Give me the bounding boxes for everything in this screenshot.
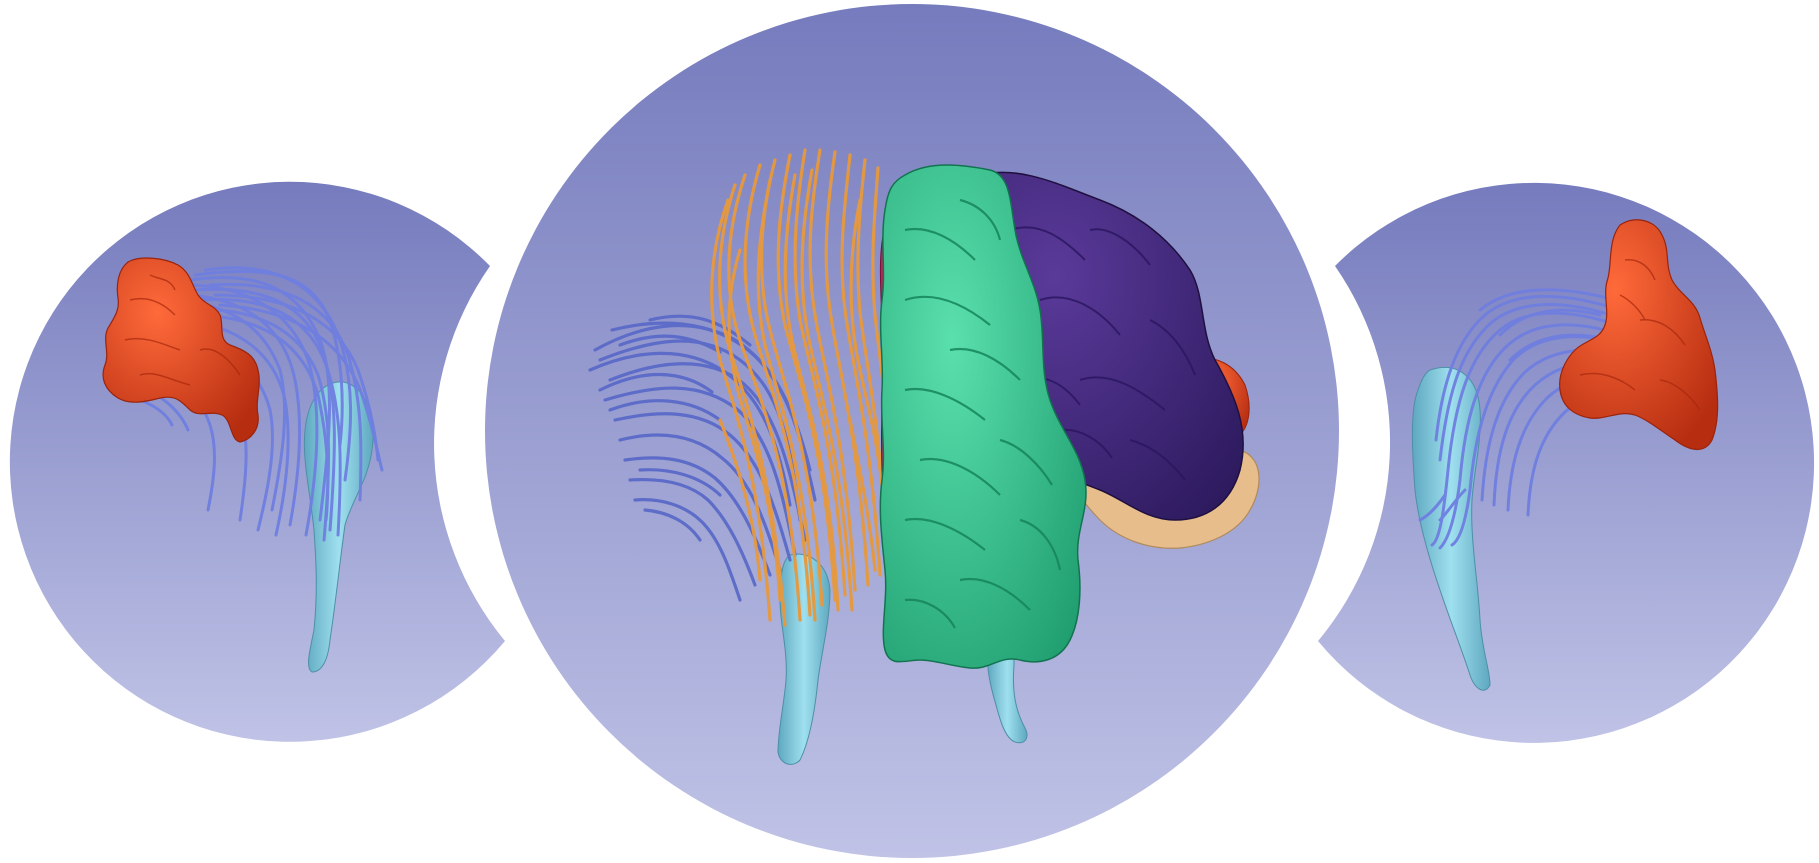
center-purple-texture <box>1009 226 1196 481</box>
right-viewport-background <box>1318 182 1815 743</box>
center-green-texture <box>904 198 1062 629</box>
center-orange-fiber-bundle <box>710 148 897 627</box>
right-red-lobe-texture <box>1579 259 1701 411</box>
center-view <box>485 4 1339 858</box>
left-red-lobe-mass <box>102 257 260 443</box>
left-view <box>9 181 506 742</box>
center-light-blue-stem-right <box>987 638 1028 744</box>
left-viewport-background <box>9 181 506 742</box>
center-green-segment <box>879 164 1087 669</box>
right-red-lobe-mass <box>1559 219 1719 450</box>
right-view <box>1318 182 1815 743</box>
left-red-lobe-texture <box>124 274 241 386</box>
center-light-blue-stem-left <box>777 553 831 765</box>
